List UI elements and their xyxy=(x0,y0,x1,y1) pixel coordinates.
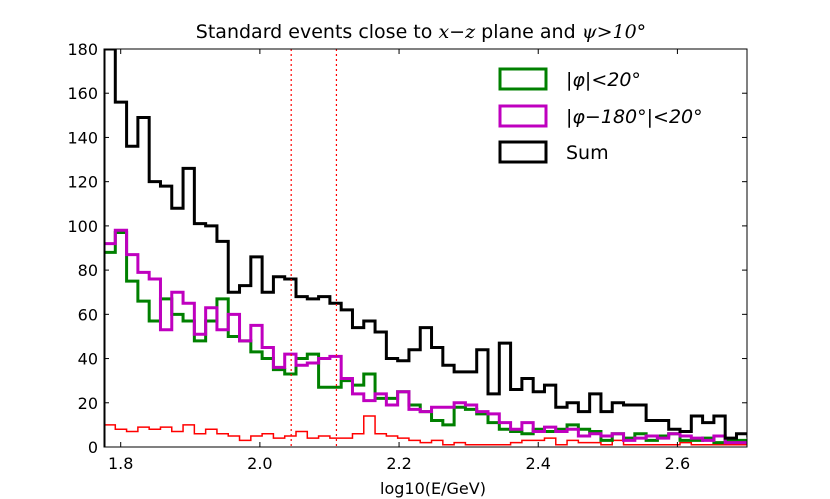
x-tick-label: 2.0 xyxy=(247,454,272,473)
y-tick-label: 60 xyxy=(78,305,98,324)
title-math-xz: x−z xyxy=(438,21,476,43)
x-tick-label: 1.8 xyxy=(108,454,133,473)
x-axis-label: log10(E/GeV) xyxy=(380,479,486,498)
legend-swatch-phi-180-lt-20 xyxy=(498,104,548,128)
y-tick-label: 80 xyxy=(78,261,98,280)
y-tick-label: 20 xyxy=(78,394,98,413)
legend-label-sum: Sum xyxy=(566,142,609,164)
x-tick-label: 2.2 xyxy=(386,454,411,473)
chart-title: Standard events close to x−z plane and ψ… xyxy=(196,21,646,43)
legend-label-phi-lt-20: |φ|<20° xyxy=(566,69,641,91)
series-line-phi-180-lt-20 xyxy=(104,228,747,447)
title-math-psi: ψ>10° xyxy=(582,21,647,43)
x-tick-label: 2.6 xyxy=(665,454,690,473)
x-tick-label: 2.4 xyxy=(526,454,551,473)
title-part-1: Standard events close to xyxy=(196,21,433,43)
y-tick-label: 180 xyxy=(67,40,98,59)
y-tick-label: 100 xyxy=(67,217,98,236)
plot-area xyxy=(104,49,747,447)
series-line-red-subset xyxy=(104,415,747,447)
legend-swatch-phi-lt-20 xyxy=(498,67,548,91)
y-tick-label: 160 xyxy=(67,84,98,103)
y-tick-label: 140 xyxy=(67,128,98,147)
title-part-2: plane and xyxy=(481,21,576,43)
series-line-sum xyxy=(104,49,747,447)
legend-swatch-sum xyxy=(498,140,548,164)
plot-frame xyxy=(103,48,748,448)
legend: |φ|<20° |φ−180°|<20° Sum xyxy=(498,67,703,164)
y-tick-label: 0 xyxy=(88,438,98,457)
legend-label-phi-180-lt-20: |φ−180°|<20° xyxy=(566,106,703,128)
y-tick-label: 40 xyxy=(78,350,98,369)
y-tick-label: 120 xyxy=(67,173,98,192)
